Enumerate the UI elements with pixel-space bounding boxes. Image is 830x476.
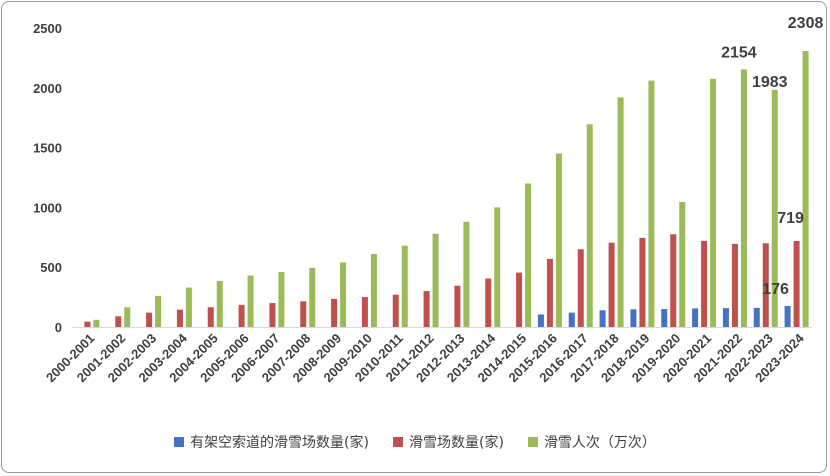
bar-series-1-2004-2005 [207,307,214,327]
bar-series-2-2020-2021 [710,78,717,327]
bar-series-1-2010-2011 [392,294,399,327]
bar-series-1-2021-2022 [731,243,738,327]
legend-item-series-1: 滑雪场数量(家) [393,432,504,452]
bar-series-2-2013-2014 [494,207,501,327]
bar-series-2-2022-2023 [771,89,778,328]
bar-series-0-2019-2020 [661,309,668,327]
x-axis: 2000-20012001-20022002-20032003-20042004… [43,330,807,385]
bar-series-0-2017-2018 [599,310,606,327]
bar-series-1-2023-2024 [793,241,800,327]
bar-series-1-2019-2020 [670,234,677,327]
data-label: 1983 [752,74,788,91]
bar-series-2-2021-2022 [740,69,747,328]
legend: 有架空索道的滑雪场数量(家) 滑雪场数量(家) 滑雪人次（万次） [0,432,830,452]
bar-series-2-2011-2012 [432,233,439,327]
bar-series-0-2022-2023 [753,307,760,327]
y-tick-label: 0 [55,320,62,335]
bar-series-1-2020-2021 [701,240,708,327]
bar-series-1-2006-2007 [269,303,276,327]
bar-series-2-2010-2011 [401,245,408,327]
bar-series-1-2005-2006 [238,304,245,327]
legend-item-series-0: 有架空索道的滑雪场数量(家) [174,432,369,452]
legend-swatch [527,437,538,447]
y-tick-label: 2500 [33,21,62,36]
data-labels: 2154 1983 2308 719 176 [721,15,823,298]
bar-series-2-2015-2016 [555,153,562,327]
bar-series-1-2014-2015 [516,272,523,327]
bars [84,50,809,328]
legend-label: 滑雪场数量(家) [409,435,504,451]
bar-series-1-2022-2023 [762,243,769,327]
bar-series-2-2005-2006 [247,275,254,327]
data-label: 2154 [721,44,757,61]
bar-series-2-2007-2008 [309,267,316,327]
data-label: 2308 [788,15,824,32]
data-label: 176 [762,281,789,298]
bar-series-0-2021-2022 [722,308,729,327]
legend-item-series-2: 滑雪人次（万次） [527,432,656,452]
y-axis: 0 500 1000 1500 2000 2500 [33,21,812,335]
bar-series-1-2008-2009 [331,298,338,327]
bar-chart: 0 500 1000 1500 2000 2500 2000-20012001-20022… [33,15,823,385]
bar-series-2-2004-2005 [216,280,223,327]
bar-series-1-2001-2002 [115,316,122,327]
legend-label: 有架空索道的滑雪场数量(家) [190,435,369,451]
bar-series-2-2014-2015 [525,183,532,327]
bar-series-1-2009-2010 [361,297,368,327]
bar-series-2-2019-2020 [679,202,686,327]
legend-swatch [393,437,403,447]
bar-series-1-2007-2008 [300,301,307,327]
bar-series-2-2012-2013 [463,221,470,327]
bar-series-1-2002-2003 [146,312,153,327]
bar-series-2-2017-2018 [617,97,624,327]
bar-series-1-2015-2016 [546,258,553,327]
bar-series-1-2016-2017 [577,249,584,327]
bar-series-1-2017-2018 [608,242,615,327]
bar-series-2-2000-2001 [93,319,100,327]
bar-series-2-2001-2002 [124,307,131,327]
bar-series-2-2023-2024 [802,50,809,328]
bar-series-2-2003-2004 [185,287,192,327]
y-tick-label: 1000 [33,200,62,215]
bar-series-0-2020-2021 [692,308,699,327]
bar-series-1-2013-2014 [485,278,492,327]
bar-series-2-2006-2007 [278,271,285,327]
bar-series-0-2018-2019 [630,309,637,327]
bar-series-1-2018-2019 [639,237,646,327]
bar-series-0-2023-2024 [784,305,791,327]
bar-series-2-2009-2010 [370,254,377,327]
bar-series-1-2011-2012 [423,291,430,327]
bar-series-2-2002-2003 [155,295,162,327]
bar-series-0-2015-2016 [537,314,544,327]
bar-series-1-2003-2004 [176,309,183,327]
legend-swatch [174,437,185,447]
bar-series-1-2000-2001 [84,321,91,327]
y-tick-label: 500 [40,260,62,275]
y-tick-label: 2000 [33,81,62,96]
data-label: 719 [777,210,804,227]
legend-label: 滑雪人次（万次） [543,435,656,451]
bar-series-0-2016-2017 [568,312,575,327]
bar-series-2-2018-2019 [648,80,655,328]
bar-series-2-2016-2017 [586,124,593,327]
y-tick-label: 1500 [33,141,62,156]
bar-series-1-2012-2013 [454,285,461,327]
bar-series-2-2008-2009 [340,262,347,327]
